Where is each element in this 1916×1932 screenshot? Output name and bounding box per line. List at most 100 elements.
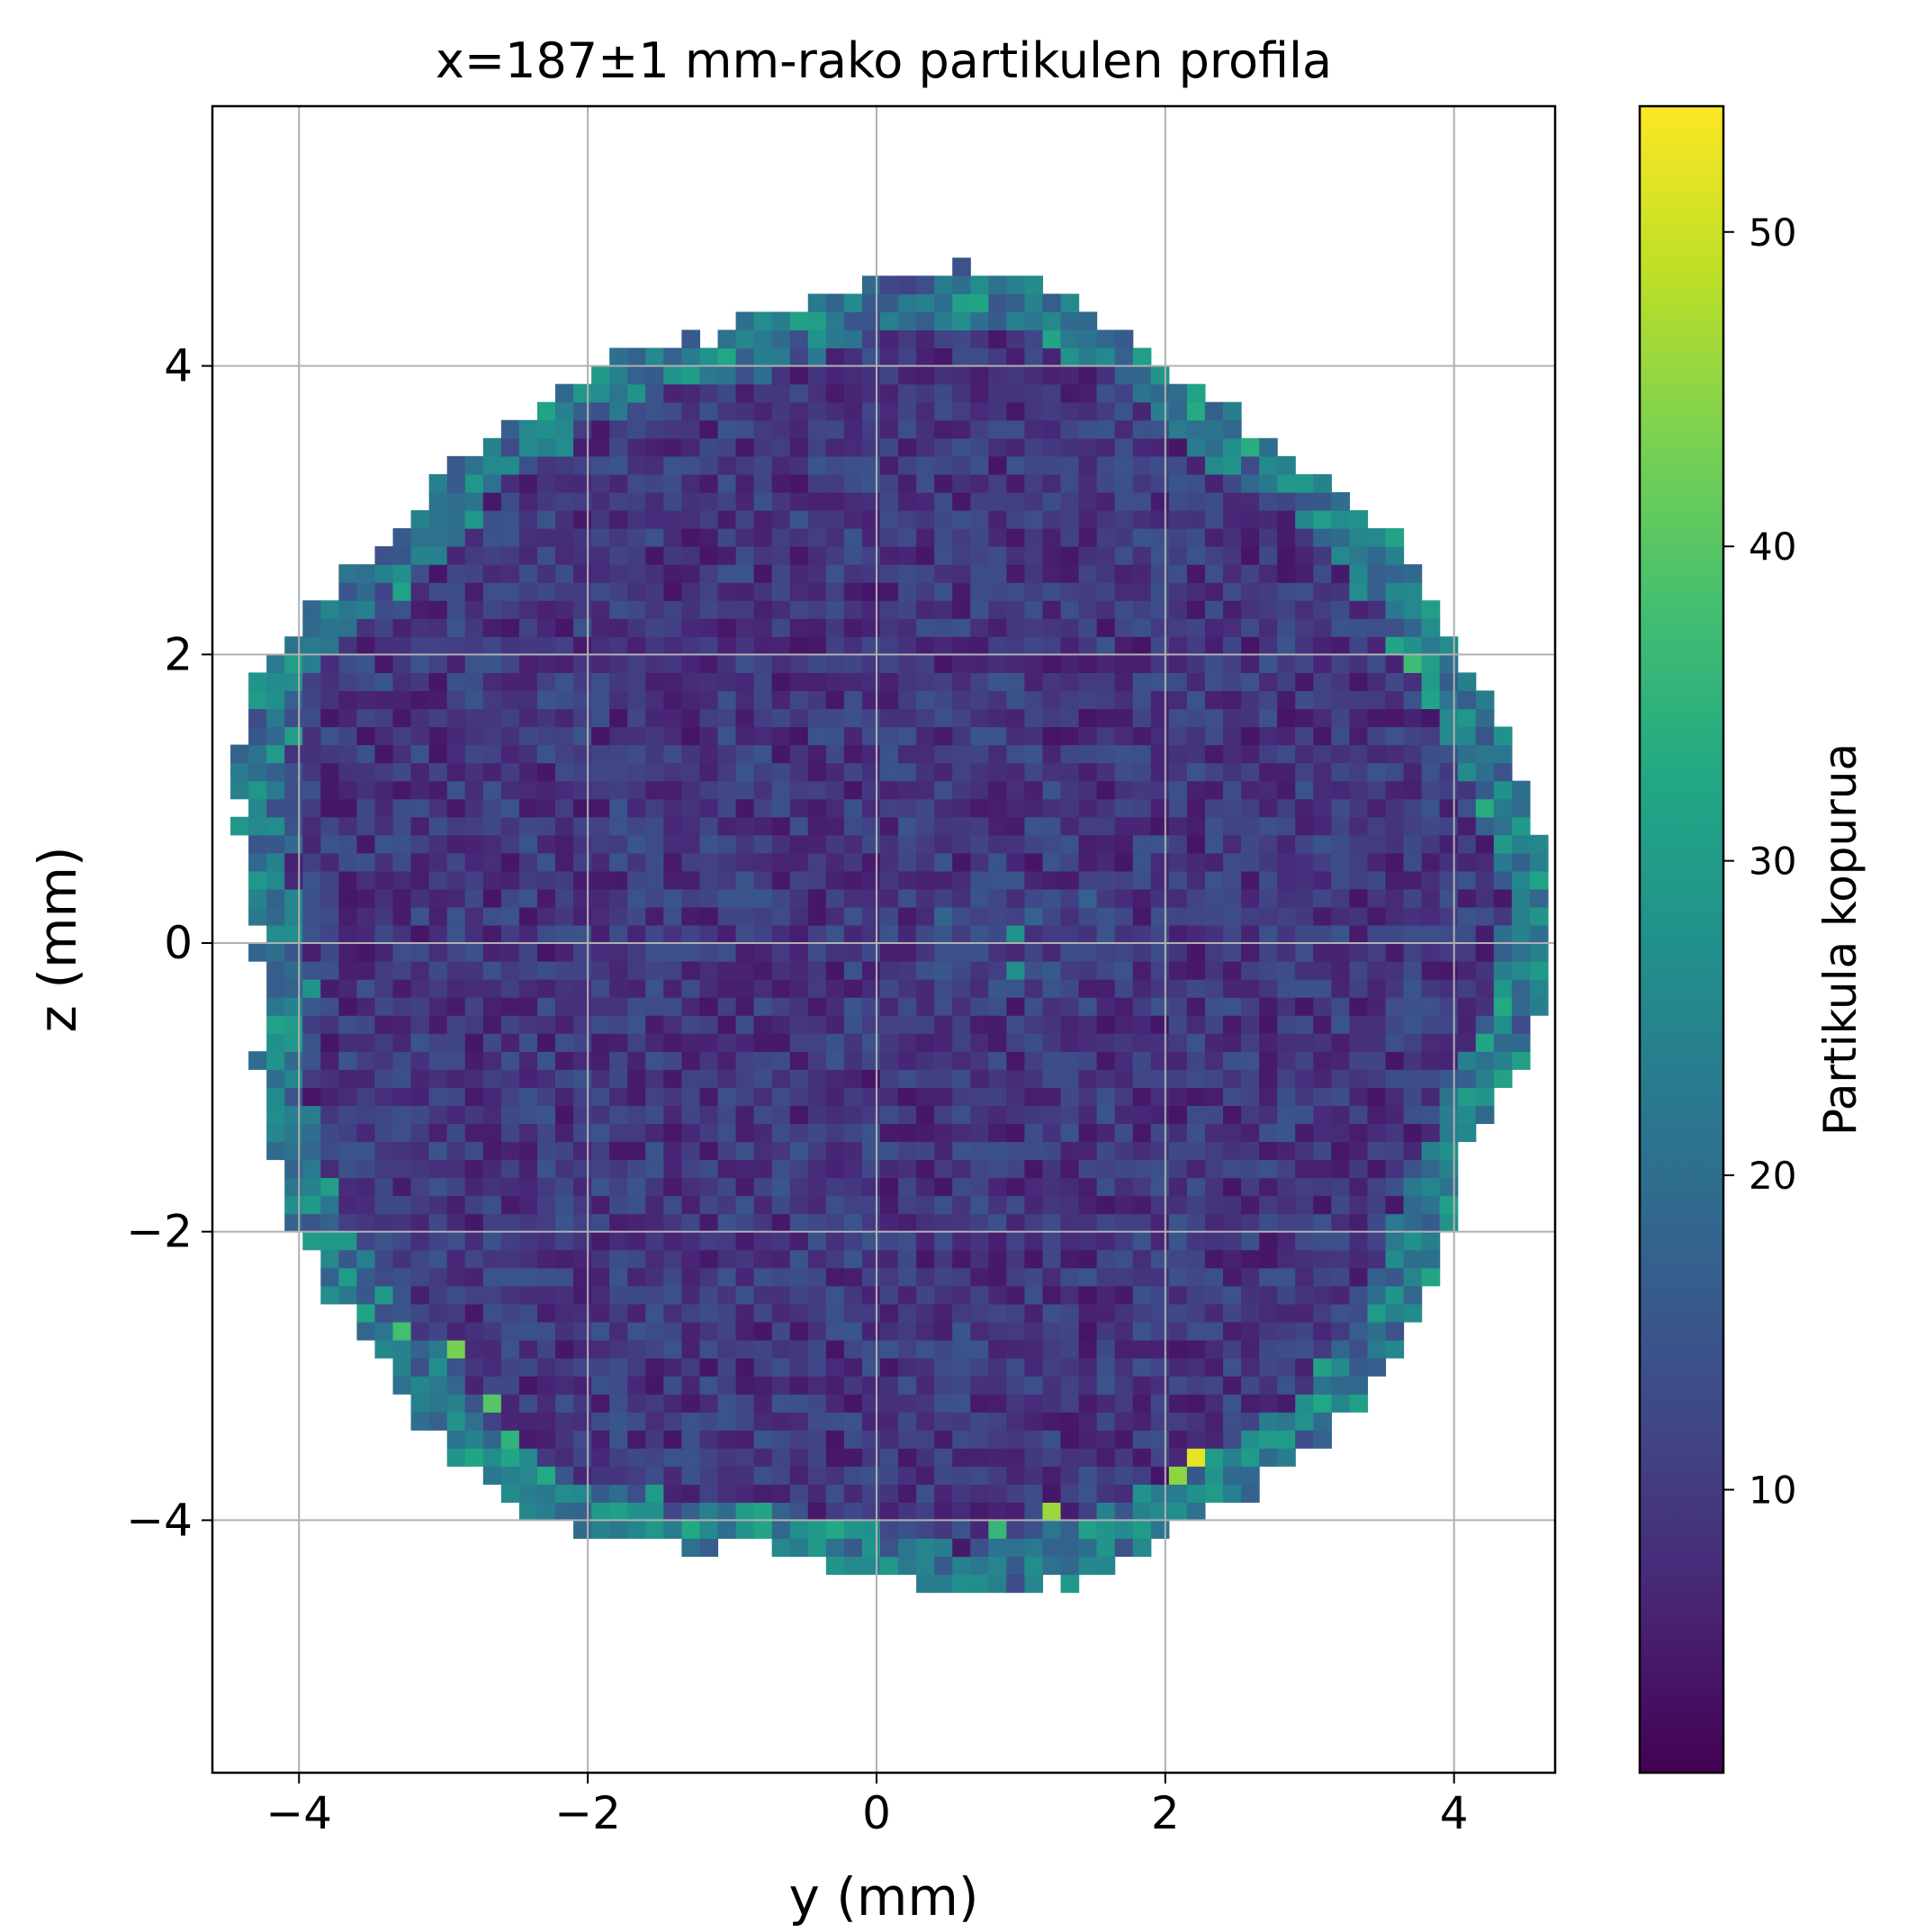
heatmap-cell (1006, 1466, 1026, 1485)
heatmap-cell (1132, 1430, 1152, 1449)
heatmap-cell (699, 1430, 719, 1449)
heatmap-cell (1259, 906, 1278, 926)
heatmap-cell (1349, 1339, 1369, 1359)
heatmap-cell (645, 437, 664, 457)
heatmap-cell (284, 708, 303, 728)
heatmap-cell (1385, 1303, 1405, 1323)
heatmap-cell (1403, 1177, 1423, 1197)
heatmap-cell (898, 582, 917, 601)
heatmap-cell (320, 654, 339, 673)
heatmap-cell (1186, 1033, 1206, 1052)
y-axis-label: z (mm) (27, 846, 88, 1032)
heatmap-cell (825, 546, 845, 565)
heatmap-cell (536, 1195, 556, 1215)
heatmap-cell (356, 654, 376, 673)
heatmap-cell (1421, 1249, 1441, 1269)
heatmap-cell (500, 1051, 520, 1070)
heatmap-cell (1024, 1520, 1044, 1540)
heatmap-cell (663, 1087, 682, 1106)
heatmap-cell (1403, 1087, 1423, 1106)
heatmap-cell (1168, 1231, 1188, 1251)
heatmap-cell (609, 1376, 628, 1395)
heatmap-cell (591, 1502, 610, 1521)
heatmap-cell (591, 618, 610, 637)
heatmap-cell (446, 816, 466, 836)
heatmap-cell (1259, 1412, 1278, 1431)
heatmap-cell (988, 329, 1007, 349)
heatmap-cell (699, 401, 719, 421)
heatmap-cell (1024, 329, 1044, 349)
heatmap-cell (771, 762, 791, 782)
heatmap-cell (1096, 690, 1116, 710)
heatmap-cell (1042, 870, 1062, 890)
heatmap-cell (1439, 780, 1459, 800)
heatmap-cell (1078, 618, 1098, 637)
heatmap-cell (916, 906, 935, 926)
heatmap-cell (573, 401, 592, 421)
heatmap-cell (825, 564, 845, 583)
heatmap-cell (1042, 1015, 1062, 1034)
heatmap-cell (1150, 1502, 1170, 1521)
heatmap-cell (1313, 888, 1332, 908)
heatmap-cell (284, 888, 303, 908)
heatmap-cell (861, 1520, 881, 1540)
heatmap-cell (1331, 1087, 1350, 1106)
heatmap-cell (1367, 690, 1387, 710)
heatmap-cell (879, 924, 899, 944)
heatmap-cell (1439, 906, 1459, 926)
heatmap-cell (970, 1123, 989, 1143)
heatmap-cell (825, 509, 845, 529)
heatmap-cell (789, 582, 809, 601)
heatmap-cell (1439, 762, 1459, 782)
heatmap-cell (843, 1195, 863, 1215)
heatmap-cell (1006, 1213, 1026, 1233)
heatmap-cell (1024, 1574, 1044, 1594)
heatmap-cell (681, 1303, 701, 1323)
heatmap-cell (1277, 924, 1296, 944)
heatmap-cell (934, 1321, 953, 1341)
heatmap-cell (1421, 943, 1441, 962)
heatmap-cell (807, 1105, 827, 1125)
heatmap-cell (735, 1141, 755, 1161)
heatmap-cell (464, 1231, 484, 1251)
heatmap-cell (1168, 1466, 1188, 1485)
heatmap-cell (952, 708, 971, 728)
heatmap-cell (1277, 654, 1296, 673)
heatmap-cell (1385, 1231, 1405, 1251)
heatmap-cell (1385, 636, 1405, 655)
heatmap-cell (609, 1520, 628, 1540)
heatmap-cell (681, 672, 701, 691)
heatmap-cell (1493, 1033, 1513, 1052)
heatmap-cell (555, 762, 574, 782)
heatmap-cell (500, 1141, 520, 1161)
heatmap-cell (500, 1484, 520, 1503)
heatmap-cell (338, 997, 358, 1016)
heatmap-cell (1024, 528, 1044, 547)
heatmap-cell (591, 1105, 610, 1125)
heatmap-cell (1132, 997, 1152, 1016)
heatmap-cell (266, 1033, 285, 1052)
heatmap-cell (1475, 798, 1495, 818)
heatmap-cell (609, 708, 628, 728)
heatmap-cell (1150, 834, 1170, 854)
heatmap-cell (934, 546, 953, 565)
heatmap-cell (591, 744, 610, 764)
heatmap-cell (266, 1051, 285, 1070)
heatmap-cell (825, 491, 845, 511)
heatmap-cell (1096, 1033, 1116, 1052)
heatmap-cell (952, 1502, 971, 1521)
heatmap-cell (1331, 600, 1350, 619)
heatmap-cell (843, 1105, 863, 1125)
heatmap-cell (374, 1195, 394, 1215)
heatmap-cell (825, 419, 845, 439)
heatmap-cell (338, 762, 358, 782)
heatmap-cell (392, 852, 412, 872)
heatmap-cell (518, 961, 538, 980)
heatmap-cell (916, 546, 935, 565)
heatmap-cell (663, 1448, 682, 1467)
heatmap-cell (230, 816, 249, 836)
heatmap-cell (825, 455, 845, 475)
heatmap-cell (591, 1376, 610, 1395)
heatmap-cell (338, 1033, 358, 1052)
heatmap-cell (898, 943, 917, 962)
